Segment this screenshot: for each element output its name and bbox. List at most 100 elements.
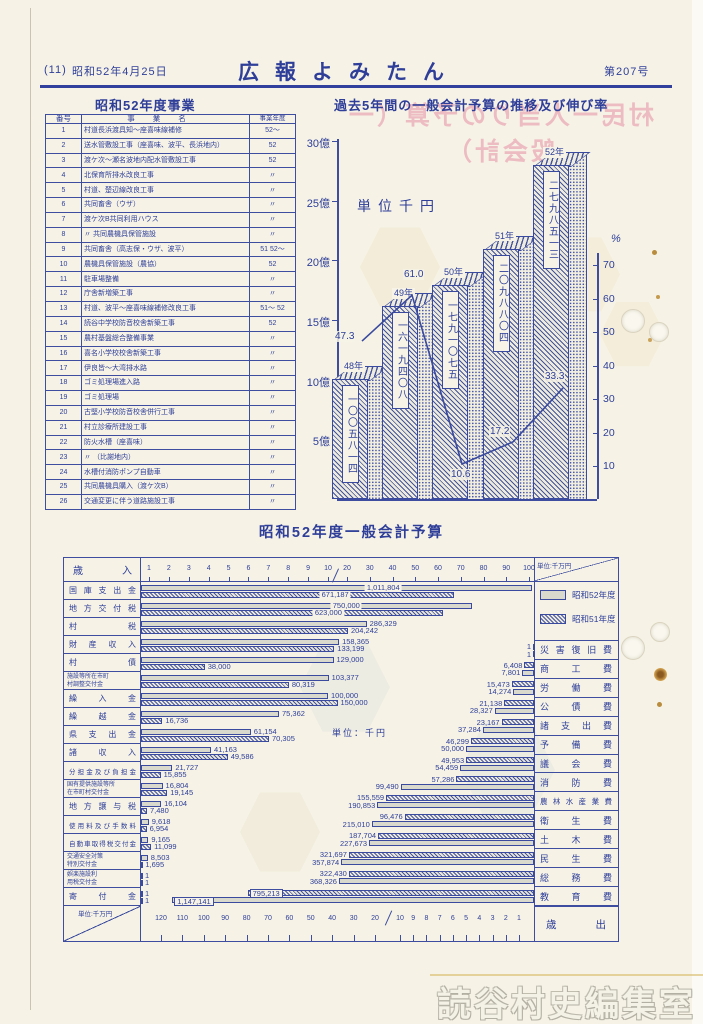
project-row: 14 読谷中学校防音校舎新築工事 52: [45, 315, 296, 332]
expense-bar-value: 15,473: [486, 679, 510, 689]
revenue-scale-tick: [228, 577, 230, 582]
revenue-bar-value: 61,154: [253, 726, 277, 736]
revenue-bar-value: 1: [145, 888, 150, 898]
issue-number: 第207号: [604, 66, 650, 78]
revenue-scale-tick-label: 7: [266, 565, 271, 572]
masthead-rule: [40, 85, 672, 88]
pct-axis-tick: [593, 332, 597, 333]
expense-label-cell: 民生費: [534, 849, 618, 869]
project-row: 7 渡ケ次B共同利用ハウス〃: [45, 211, 296, 228]
expense-scale-tick: [246, 935, 248, 941]
expense-bar-value: 54,459: [435, 763, 459, 773]
expense-scale-tick-label: 120: [155, 915, 167, 922]
revenue-bar-value: 6,954: [149, 824, 169, 833]
expense-scale-tick-label: 1: [517, 915, 521, 922]
expense-scale-tick-label: 90: [221, 915, 230, 922]
expense-bar-fy52: [466, 745, 534, 752]
revenue-bar-value: 103,377: [331, 672, 359, 682]
pct-axis-tick-label: 60: [603, 292, 615, 305]
expense-bar-fy51: [386, 794, 534, 801]
project-row: 20 古堅小学校防音校舎併行工事〃: [45, 404, 296, 421]
expense-scale-tick: [400, 935, 401, 941]
revenue-bar-value: 41,163: [213, 744, 237, 754]
revenue-bar-fy52: [141, 584, 532, 591]
project-row: 26 交通変更に伴う道路施設工事〃: [45, 493, 296, 511]
project-row: 6 共同畜舎（ウザ）〃: [45, 197, 296, 213]
revenue-bar-value: 38,000: [207, 662, 231, 671]
project-row: 11 駐車場整備〃: [45, 271, 296, 288]
revenue-bar-value: 158,365: [342, 636, 370, 646]
expense-label-cell: 農林水産業費: [534, 792, 618, 812]
revenue-bar-fy52: [141, 818, 149, 825]
bar-year-label: 50年: [442, 267, 466, 279]
expense-scale-tick: [182, 935, 184, 941]
project-year: 52: [249, 137, 296, 154]
revenue-scale-tick-label: 6: [246, 565, 251, 572]
scan-artifact-line: [430, 974, 703, 976]
revenue-bar-fy51: [141, 646, 335, 652]
expense-scale-tick: [289, 935, 291, 941]
revenue-scale-tick: [308, 577, 310, 582]
expense-scale-tick: [268, 935, 269, 941]
expense-bar-fy51: [501, 719, 534, 726]
growth-value-label: 10.6: [450, 468, 472, 480]
project-year: 〃: [249, 167, 296, 184]
expense-scale-tick-label: 9: [411, 915, 416, 922]
revenue-bar-value: 1,695: [145, 860, 165, 869]
project-year: 〃: [249, 226, 296, 243]
revenue-bar-fy52: [141, 836, 149, 843]
expense-bar-fy52: [371, 821, 534, 828]
stain: [648, 338, 652, 342]
revenue-bar-value: 9,618: [151, 816, 171, 826]
revenue-label-cell: 寄付金: [64, 888, 141, 906]
expense-label-cell: 衛生費: [534, 811, 618, 831]
expense-scale-tick: [479, 935, 481, 941]
top-chart-unit-label: 単位千円: [357, 198, 441, 214]
revenue-bar-value: 150,000: [340, 698, 368, 707]
revenue-bar-value: 7,480: [149, 806, 169, 815]
expense-bar-fy51: [247, 889, 534, 896]
y-axis-line: [337, 139, 339, 499]
expense-bar-fy52: [482, 726, 534, 733]
project-name: 渡ケ次～瀬名波地内配水管敷設工事: [81, 152, 250, 169]
revenue-bar-value: 16,804: [165, 780, 189, 790]
fold-line: [30, 8, 31, 1010]
revenue-bar-fy51: [141, 790, 168, 796]
expense-bar-fy51: [466, 757, 534, 764]
expense-label-cell: 消防費: [534, 774, 618, 793]
revenue-bar-fy52: [141, 692, 328, 699]
expense-bar-fy52: [522, 669, 534, 676]
revenue-bar-fy52: [141, 782, 163, 789]
bar-year-label: 48年: [342, 361, 366, 372]
growth-value-label: 17.2: [489, 425, 511, 437]
revenue-bar-fy51: [141, 664, 205, 670]
project-row: 5 村道、楚辺線改良工事〃: [45, 182, 296, 199]
revenue-scale-tick-label: 30: [365, 565, 374, 572]
projects-table-wrap: 番号 事業名 事業年度 1 村道長浜渡具知～座喜味線補修 52～ 2 送水管敷設工事（座…: [45, 114, 296, 511]
revenue-bar-value: 9,165: [151, 834, 171, 844]
revenue-bar-value: 1: [145, 870, 150, 880]
expense-bar-fy52: [533, 651, 535, 657]
project-row: 8 〃 共同農機具保管施設〃: [45, 226, 296, 243]
revenue-scale-tick: [460, 577, 462, 582]
project-row: 2 送水管敷設工事（座喜味、波平、長浜地内） 52: [45, 137, 296, 154]
revenue-label-cell: 国庫支出金: [64, 582, 141, 600]
expense-bar-value: 37,284: [457, 725, 481, 735]
expense-bar-fy51: [404, 813, 534, 820]
pct-axis-tick: [593, 432, 597, 434]
revenue-bar-fy51: [141, 592, 455, 598]
project-year: 〃: [249, 182, 296, 199]
revenue-scale-tick-label: 2: [166, 565, 171, 572]
bar-value-vertical: 一〇〇五八一四: [342, 385, 359, 483]
pct-axis-tick: [593, 466, 597, 467]
page-number: (11): [44, 64, 67, 76]
revenue-label-cell: 分担金及び負担金: [64, 762, 141, 780]
revenue-scale-tick-label: 20: [343, 565, 351, 572]
revenue-scale-tick: [483, 577, 485, 582]
values-unit-label: 単位：千円: [332, 728, 388, 738]
expense-bar-value: 49,953: [441, 755, 465, 765]
expense-bar-value: 6,408: [503, 660, 523, 670]
revenue-scale-tick-label: 50: [411, 565, 420, 572]
stain: [654, 668, 667, 681]
revenue-bar-value: 100,000: [331, 690, 359, 700]
